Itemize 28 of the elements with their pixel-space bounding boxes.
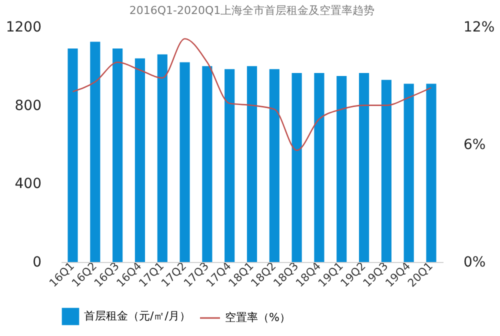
bar: [336, 76, 347, 262]
bar: [224, 69, 235, 262]
chart-title: 2016Q1-2020Q1上海全市首层租金及空置率趋势: [129, 4, 375, 17]
bar: [180, 62, 190, 262]
y-tick-label: 400: [14, 176, 42, 192]
line-series: [72, 38, 432, 152]
bar: [157, 54, 168, 262]
bar: [358, 73, 370, 262]
y-tick-label: 1200: [6, 20, 42, 36]
y2-tick-label: 6%: [464, 137, 486, 153]
bar: [269, 69, 280, 262]
legend-label: 空置率（%）: [225, 311, 290, 324]
bar: [292, 73, 302, 262]
bar: [381, 80, 392, 262]
bar: [426, 84, 436, 262]
bar: [314, 73, 324, 262]
bar: [90, 42, 100, 262]
bar: [68, 48, 78, 262]
y2-tick-label: 12%: [464, 20, 495, 36]
bar: [404, 84, 414, 262]
legend-label: 首层租金（元/㎡/月）: [84, 310, 190, 322]
bar: [134, 58, 146, 262]
bar: [246, 66, 258, 262]
y2-tick-label: 0%: [464, 254, 486, 270]
y-tick-label: 0: [32, 254, 42, 270]
bar: [112, 48, 123, 262]
y-tick-label: 800: [14, 98, 42, 114]
bar: [202, 66, 212, 262]
